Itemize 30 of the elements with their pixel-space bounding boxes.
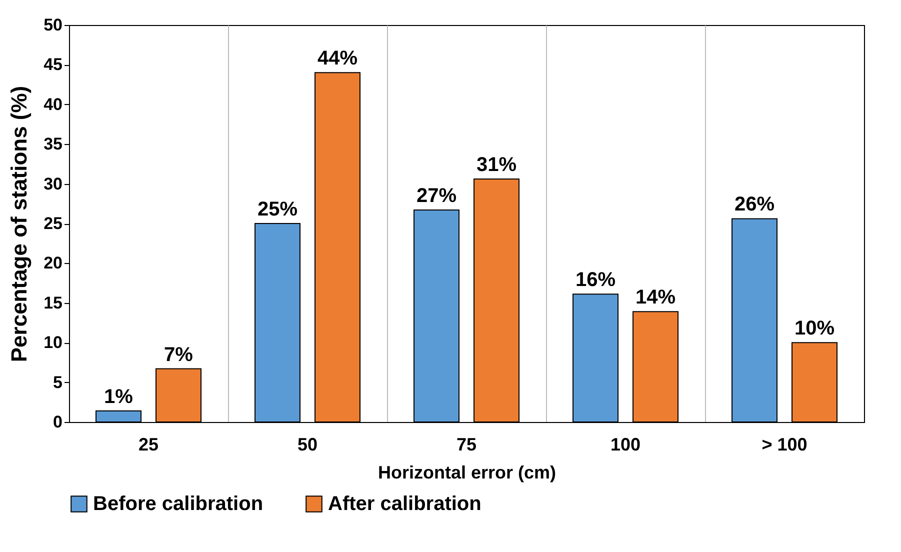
data-label: 44% xyxy=(317,48,358,70)
data-label: 26% xyxy=(734,194,775,216)
data-label: 25% xyxy=(257,198,298,220)
y-tick-label: 45 xyxy=(44,55,62,74)
y-tick-label: 5 xyxy=(53,372,62,392)
y-axis-title: Percentage of stations (%) xyxy=(6,86,32,362)
y-tick-label: 25 xyxy=(44,214,62,233)
data-label: 7% xyxy=(164,344,194,366)
y-tick-label: 0 xyxy=(53,412,62,432)
y-tick-label: 15 xyxy=(44,293,62,312)
x-tick-label: 75 xyxy=(456,434,477,454)
x-tick-label: 100 xyxy=(610,434,641,454)
x-axis-title: Horizontal error (cm) xyxy=(378,462,556,482)
y-tick-label: 40 xyxy=(44,94,62,114)
y-tick-label: 30 xyxy=(44,174,62,194)
y-tick-label: 50 xyxy=(44,16,62,34)
y-tick-label: 35 xyxy=(44,134,62,154)
y-tick-label: 20 xyxy=(44,254,62,273)
data-label: 1% xyxy=(104,386,134,408)
data-label: 16% xyxy=(575,269,616,292)
x-tick-label: > 100 xyxy=(762,434,808,454)
legend-label: After calibration xyxy=(328,493,482,515)
x-tick-label: 25 xyxy=(138,434,159,454)
x-tick-label: 50 xyxy=(297,434,318,454)
data-label: 27% xyxy=(416,185,457,207)
data-label: 31% xyxy=(476,154,517,176)
data-label: 14% xyxy=(635,286,676,309)
legend-label: Before calibration xyxy=(93,493,264,515)
data-label: 10% xyxy=(794,318,835,340)
y-tick-label: 10 xyxy=(44,333,62,352)
